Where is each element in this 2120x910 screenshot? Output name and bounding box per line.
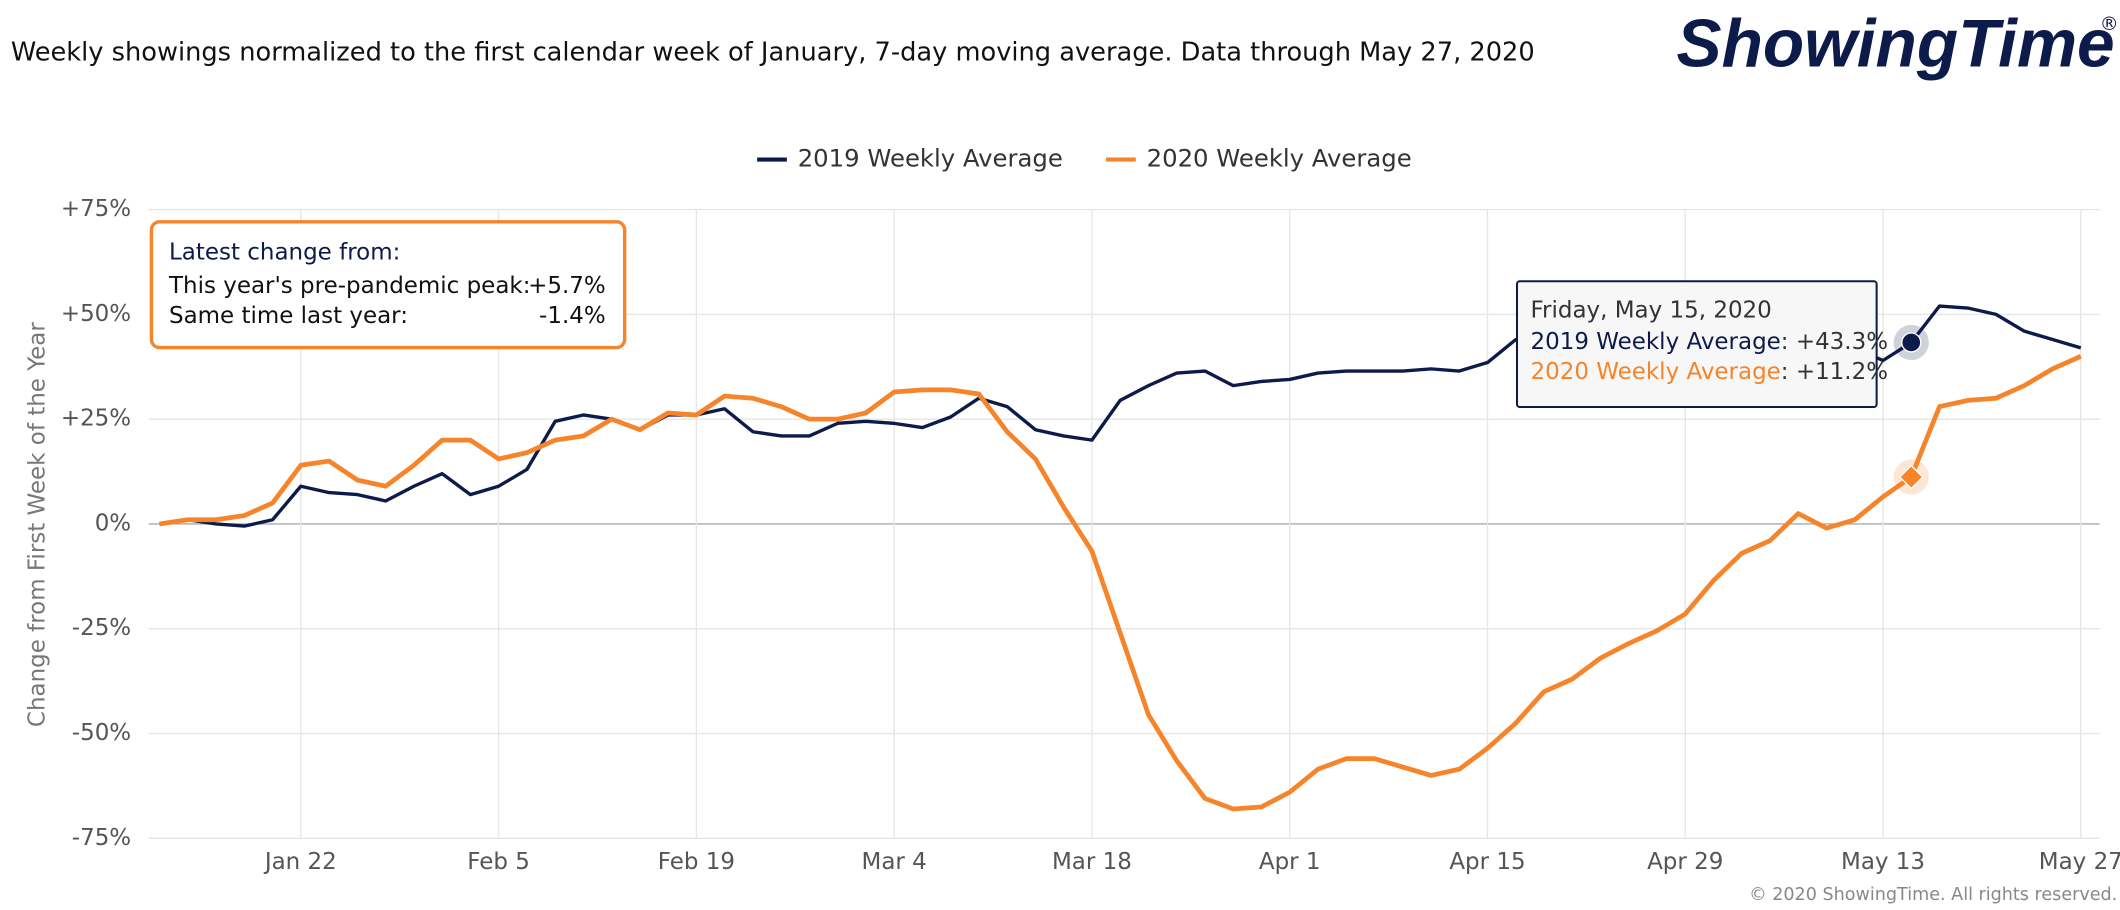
tooltip-row: 2019 Weekly Average: +43.3% xyxy=(1531,329,1889,355)
y-tick-label: 0% xyxy=(95,510,131,536)
x-tick-label: May 13 xyxy=(1841,849,1925,875)
hover-marker xyxy=(1898,464,1924,490)
x-tick-label: Apr 1 xyxy=(1259,849,1321,875)
credits: © 2020 ShowingTime. All rights reserved. xyxy=(1749,885,2117,905)
y-tick-label: -25% xyxy=(72,615,131,641)
series-line xyxy=(159,354,2082,812)
y-tick-label: +50% xyxy=(61,301,131,327)
legend-label: 2019 Weekly Average xyxy=(798,144,1063,173)
legend-item[interactable]: 2020 Weekly Average xyxy=(1106,144,1412,173)
tooltip-value: +11.2% xyxy=(1796,358,1888,384)
info-label: Same time last year: xyxy=(169,303,408,329)
x-tick-label: Feb 5 xyxy=(467,849,530,875)
x-tick-label: Jan 22 xyxy=(263,849,337,875)
legend-item[interactable]: 2019 Weekly Average xyxy=(757,144,1063,173)
tooltip-series: 2019 Weekly Average xyxy=(1531,329,1781,355)
tooltip: Friday, May 15, 2020 2019 Weekly Average:… xyxy=(1515,280,1889,409)
logo: ShowingTime xyxy=(1677,7,2115,82)
x-tick-label: Mar 18 xyxy=(1052,849,1132,875)
info-box: Latest change from: This year's pre-pande… xyxy=(149,220,627,350)
info-box-frame xyxy=(149,220,627,350)
subtitle: Weekly showings normalized to the first … xyxy=(11,37,1535,67)
tooltip-box xyxy=(1515,280,1878,409)
y-tick-label: -50% xyxy=(72,720,131,746)
y-axis-label: Change from First Week of the Year xyxy=(24,322,50,727)
tooltip-title: Friday, May 15, 2020 xyxy=(1531,298,1772,324)
tooltip-sep: : xyxy=(1781,358,1796,384)
tooltip-sep: : xyxy=(1781,329,1796,355)
logo-mark: ® xyxy=(2100,13,2119,35)
info-value: +5.7% xyxy=(528,273,606,299)
hover-marker xyxy=(1901,332,1922,353)
x-tick-label: Mar 4 xyxy=(862,849,927,875)
tooltip-value: +43.3% xyxy=(1796,329,1888,355)
y-tick-label: +25% xyxy=(61,406,131,432)
tooltip-row: 2020 Weekly Average: +11.2% xyxy=(1531,358,1889,384)
legend-label: 2020 Weekly Average xyxy=(1147,144,1412,173)
y-tick-label: +75% xyxy=(61,196,131,222)
info-title: Latest change from: xyxy=(169,239,400,265)
x-tick-label: Feb 19 xyxy=(658,849,735,875)
y-tick-label: -75% xyxy=(72,825,131,851)
info-label: This year's pre-pandemic peak: xyxy=(168,273,530,299)
x-tick-label: May 27 xyxy=(2039,849,2120,875)
x-tick-label: Apr 29 xyxy=(1647,849,1723,875)
x-tick-label: Apr 15 xyxy=(1449,849,1525,875)
tooltip-series: 2020 Weekly Average xyxy=(1531,358,1781,384)
info-value: -1.4% xyxy=(539,303,606,329)
legend: 2019 Weekly Average 2020 Weekly Average xyxy=(757,144,1412,173)
